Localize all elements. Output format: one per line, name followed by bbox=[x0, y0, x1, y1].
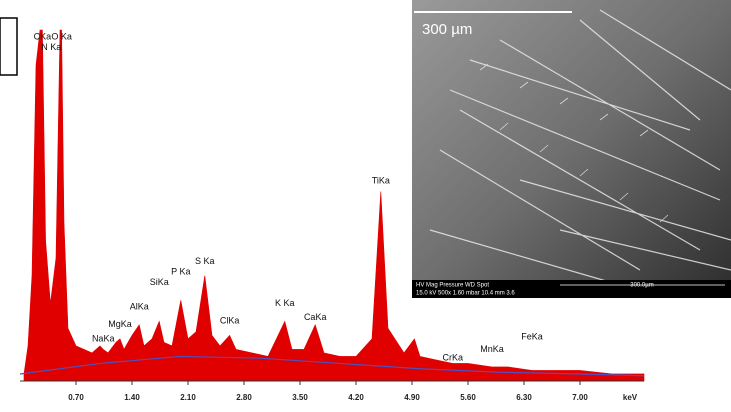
peak-label: SiKa bbox=[150, 277, 169, 287]
x-tick-label: 4.90 bbox=[404, 393, 420, 402]
legend-box bbox=[0, 17, 18, 76]
info-values: 15.0 kV 500x 1.60 mbar 10.4 mm 3.6 bbox=[416, 291, 515, 297]
x-tick-label: 3.50 bbox=[292, 393, 308, 402]
peak-label: MnKa bbox=[480, 344, 504, 354]
info-header: HV Mag Pressure WD Spot bbox=[416, 283, 489, 289]
sem-inset: 300 µm HV Mag Pressure WD Spot 15.0 kV 5… bbox=[412, 0, 731, 298]
sem-texture bbox=[429, 9, 731, 286]
info-scale: 300.0µm bbox=[630, 283, 653, 289]
x-tick-label: 1.40 bbox=[124, 393, 140, 402]
peak-label: FeKa bbox=[521, 332, 543, 342]
x-tick-label: 5.60 bbox=[460, 393, 476, 402]
sem-image bbox=[412, 0, 731, 298]
peak-label: CaKa bbox=[304, 312, 327, 322]
peak-label: P Ka bbox=[171, 267, 190, 277]
peak-label: TiKa bbox=[372, 175, 390, 185]
background-line bbox=[19, 355, 645, 377]
peak-label: ClKa bbox=[220, 316, 240, 326]
x-axis-label: keV bbox=[623, 393, 638, 402]
peak-label: CrKa bbox=[443, 353, 464, 363]
scale-label: 300 µm bbox=[422, 21, 472, 38]
x-tick-label: 2.10 bbox=[180, 393, 196, 402]
peak-label: NaKa bbox=[92, 333, 115, 343]
info-bar bbox=[412, 280, 731, 298]
peak-label: K Ka bbox=[275, 298, 295, 308]
peak-label: MgKa bbox=[108, 319, 132, 329]
peak-label: S Ka bbox=[195, 256, 215, 266]
spectrum-area bbox=[23, 29, 645, 382]
peak-label: N Ka bbox=[41, 42, 61, 52]
x-tick-label: 6.30 bbox=[516, 393, 532, 402]
x-tick-label: 7.00 bbox=[572, 393, 588, 402]
x-tick-label: 2.80 bbox=[236, 393, 252, 402]
plot-area: 0.70 1.40 2.10 2.80 3.50 4.20 4.90 5.60 6.30 7.00… bbox=[19, 29, 645, 402]
peak-label: AlKa bbox=[130, 302, 149, 312]
peak-label: CKa bbox=[34, 31, 52, 41]
x-tick-label: 0.70 bbox=[68, 393, 84, 402]
peak-label: O Ka bbox=[51, 31, 72, 41]
x-tick-label: 4.20 bbox=[348, 393, 364, 402]
